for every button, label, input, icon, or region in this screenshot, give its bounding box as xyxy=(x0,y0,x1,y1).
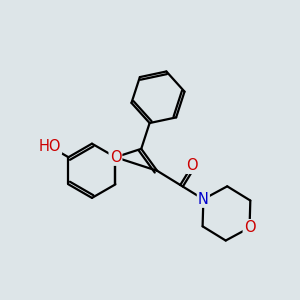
Text: HO: HO xyxy=(38,139,61,154)
Text: O: O xyxy=(110,150,121,165)
Text: O: O xyxy=(244,220,255,235)
Text: O: O xyxy=(187,158,198,173)
Text: N: N xyxy=(198,192,209,207)
